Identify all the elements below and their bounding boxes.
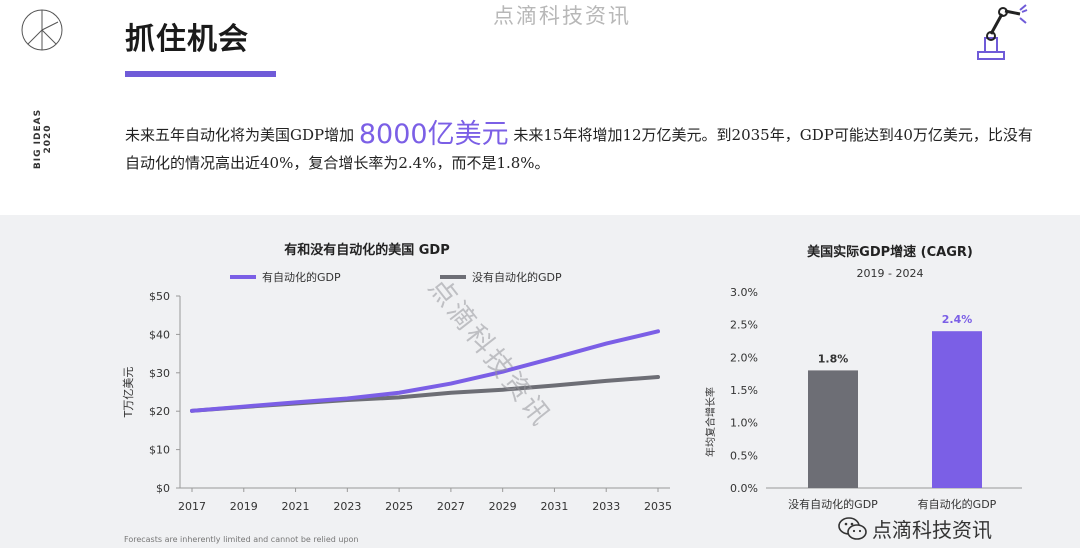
bar-chart-title: 美国实际GDP增速 (CAGR) [807, 244, 973, 260]
bar [932, 331, 982, 488]
header-panel: 点滴科技资讯 抓住机会 BIG IDEAS 2020 未来五年自动化将为美国GDP… [0, 0, 1080, 215]
data-point [345, 396, 349, 401]
legend-label: 有自动化的GDP [262, 270, 341, 284]
data-point [397, 395, 401, 399]
x-tick-label: 2031 [540, 500, 568, 513]
y-tick-label: 1.0% [730, 417, 758, 430]
legend-label: 没有自动化的GDP [472, 270, 562, 284]
y-tick-label: 1.5% [730, 384, 758, 397]
line-chart-legend: 有自动化的GDP 没有自动化的GDP [230, 270, 562, 284]
line-chart-y-ticks: $0 $10 $20 $30 $40 $50 [149, 290, 180, 495]
series-line [190, 329, 660, 413]
bar [808, 370, 858, 488]
y-tick-label: 0.5% [730, 449, 758, 462]
bar-category-label: 没有自动化的GDP [788, 497, 878, 511]
disclaimer-note: Forecasts are inherently limited and can… [124, 535, 359, 544]
bar-chart-y-label: 年均复合增长率 [704, 387, 717, 457]
bar-category-label: 有自动化的GDP [918, 497, 997, 511]
wechat-label: 点滴科技资讯 [872, 518, 992, 542]
ark-logo-icon [21, 9, 63, 51]
y-tick-label: 3.0% [730, 286, 758, 299]
data-point [501, 370, 505, 374]
data-point [604, 342, 608, 346]
y-tick-label: $0 [156, 482, 170, 495]
x-tick-label: 2035 [644, 500, 672, 513]
bar-chart-bars: 1.8% 没有自动化的GDP 2.4% 有自动化的GDP [788, 313, 996, 511]
data-point [293, 400, 298, 404]
bar-chart-y-ticks: 0.0% 0.5% 1.0% 1.5% 2.0% 2.5% 3.0% [730, 286, 758, 495]
y-tick-label: $10 [149, 444, 170, 457]
side-label: BIG IDEAS 2020 [33, 108, 53, 170]
intro-text-before: 未来五年自动化将为美国GDP增加 [125, 126, 359, 144]
data-point [190, 409, 194, 413]
data-point [397, 391, 401, 395]
y-tick-label: 0.0% [730, 482, 758, 495]
intro-highlight: 8000亿美元 [358, 119, 509, 150]
line-chart-y-label: T万亿美元 [122, 367, 135, 419]
intro-text-after: 未来15年将增加12万亿美元。到2035年，GDP可能达到40万亿美元，比没有自… [125, 126, 1033, 172]
y-tick-label: $40 [149, 328, 170, 341]
x-tick-label: 2023 [333, 500, 361, 513]
data-point [242, 404, 246, 409]
line-chart-series [190, 329, 660, 413]
line-chart-title-text: 有和没有自动化的美国 GDP [284, 242, 450, 258]
data-point [552, 383, 557, 388]
cagr-bar-chart: 美国实际GDP增速 (CAGR) 2019 - 2024 年均复合增长率 0.0… [704, 244, 1022, 511]
wechat-badge: 点滴科技资讯 [838, 514, 1038, 544]
x-tick-label: 2025 [385, 500, 413, 513]
bar-value-label: 2.4% [942, 313, 973, 326]
data-point [656, 375, 660, 379]
bar-chart-subtitle: 2019 - 2024 [857, 267, 924, 280]
data-point [604, 379, 608, 383]
data-point [552, 356, 557, 360]
intro-paragraph: 未来五年自动化将为美国GDP增加 8000亿美元 未来15年将增加12万亿美元。… [125, 121, 1040, 177]
x-tick-label: 2027 [437, 500, 465, 513]
data-point [449, 391, 453, 395]
x-tick-label: 2019 [230, 500, 258, 513]
line-chart-title: 有和没有自动化的美国 GDP [284, 242, 450, 258]
watermark-top: 点滴科技资讯 [493, 4, 631, 28]
robot-arm-icon [977, 4, 1028, 60]
y-tick-label: 2.0% [730, 351, 758, 364]
page-title: 抓住机会 [125, 22, 249, 57]
x-tick-label: 2029 [489, 500, 517, 513]
y-tick-label: $20 [149, 405, 170, 418]
data-point [449, 381, 453, 386]
gdp-line-chart: 有和没有自动化的美国 GDP 有自动化的GDP 没有自动化的GDP $0 $10 $2… [122, 242, 672, 513]
bar-value-label: 1.8% [818, 352, 849, 365]
y-tick-label: 2.5% [730, 319, 758, 332]
x-tick-label: 2033 [592, 500, 620, 513]
x-tick-label: 2017 [178, 500, 206, 513]
wechat-icon [838, 517, 867, 540]
y-tick-label: $30 [149, 367, 170, 380]
line-chart-x-ticks: 2017 2019 2021 2023 2025 2027 2029 2031 2033 2035 [178, 488, 672, 513]
x-tick-label: 2021 [282, 500, 310, 513]
title-underline [125, 71, 276, 77]
data-point [656, 329, 660, 333]
data-point [501, 388, 505, 392]
y-tick-label: $50 [149, 290, 170, 303]
